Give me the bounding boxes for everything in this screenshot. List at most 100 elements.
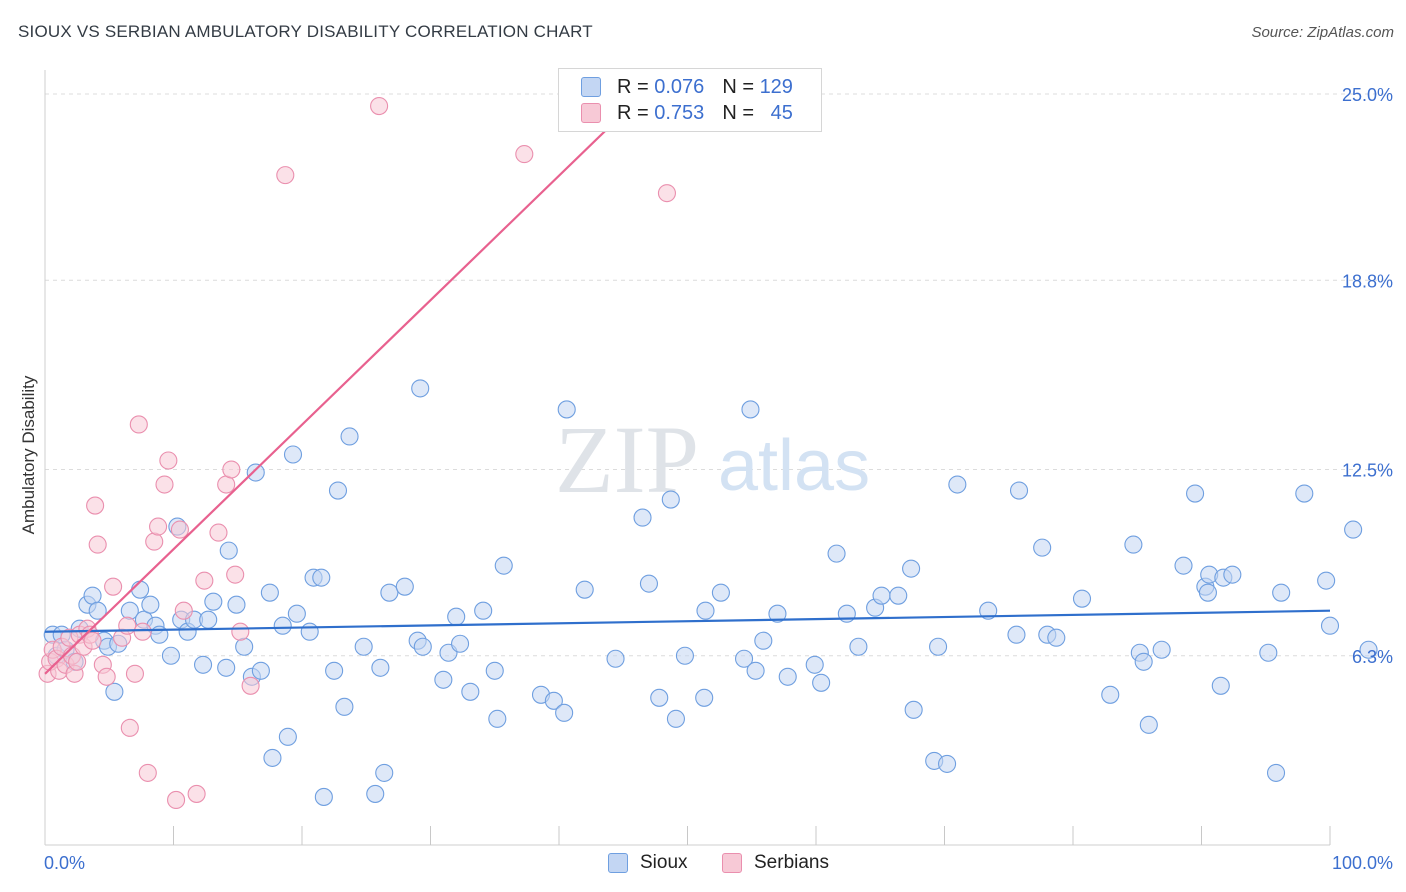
sioux-point [447,607,466,626]
r-value: 0.753 [654,101,705,124]
sioux-point [661,490,680,509]
sioux-point [1152,640,1171,659]
serbians-point [68,652,87,671]
sioux-point [251,661,270,680]
sioux-point [696,601,715,620]
r-label: R = [617,101,649,124]
y-tick-label: 12.5% [1342,461,1393,481]
sioux-point [606,649,625,668]
sioux-point [83,586,102,605]
sioux-point [246,463,265,482]
sioux-point [1266,763,1286,782]
sioux-point [287,604,306,623]
serbians-swatch [581,103,601,123]
sioux-point [1139,715,1158,734]
sioux-point [633,508,652,527]
legend-item-sioux: Sioux [608,852,688,874]
sioux-point [544,691,563,710]
legend-row-serbians: R = 0.753 N = 45 [581,101,793,125]
sioux-point [380,583,399,602]
serbians-point [118,616,137,635]
sioux-point [263,748,282,767]
sioux-point [340,427,359,446]
sioux-swatch [581,77,601,97]
sioux-point [227,595,246,614]
sioux-point [1295,484,1314,503]
sioux-point [451,634,470,653]
sioux-point [555,703,574,722]
sioux-point [1198,583,1217,602]
serbians-point [276,166,295,185]
serbians-point [129,415,148,434]
legend-row-sioux: R = 0.076 N = 129 [581,75,793,99]
serbians-trend-line [44,90,648,675]
sioux-point [1033,538,1052,557]
sioux-point [557,400,576,419]
sioux-point [872,586,891,605]
sioux-point [283,445,303,464]
sioux-point [805,655,824,674]
sioux-point [366,784,385,803]
sioux-trend-line [44,609,1331,633]
sioux-point [639,574,659,593]
sioux-point [219,541,238,560]
sioux-point [199,610,218,629]
serbians-point [167,790,186,809]
correlation-legend: R = 0.076 N = 129 R = 0.753 N = 45 [558,68,822,132]
sioux-point [260,583,279,602]
sioux-point [488,709,507,728]
x-tick-label: 0.0% [44,853,85,873]
sioux-point [413,637,432,656]
serbians-point [125,664,144,683]
watermark-atlas: atlas [718,426,870,506]
serbians-point [515,145,534,164]
sioux-point [938,754,957,773]
sioux-point [1359,640,1378,659]
serbians-point [241,676,260,695]
serbians-point [217,475,236,494]
sioux-point [494,556,513,575]
serbians-point [170,520,189,539]
sioux-point [1344,520,1363,539]
sioux-point [1009,481,1029,500]
serbians-point [97,667,116,686]
sioux-point [902,559,921,578]
sioux-point [929,637,948,656]
watermark: ZIP atlas [555,406,870,513]
serbians-point [370,96,389,116]
sioux-point [312,568,331,587]
y-axis-label: Ambulatory Disability [19,375,38,534]
sioux-point [1007,625,1026,644]
serbians-point [226,565,245,584]
serbians-point [231,622,250,641]
serbians-point [195,571,214,590]
sioux-point [650,688,669,707]
sioux-point [778,667,797,686]
serbians-point [155,475,174,494]
sioux-point [395,577,414,596]
sioux-point [300,622,319,641]
sioux-point [575,580,594,599]
sioux-point [375,763,394,782]
y-tick-label: 18.8% [1342,271,1393,291]
sioux-swatch [608,853,628,873]
sioux-point [131,580,150,599]
n-value: 129 [759,75,793,98]
sioux-point [812,673,831,692]
serbians-point [209,523,228,542]
sioux-point [88,601,107,620]
sioux-point [204,592,223,611]
chart-title: SIOUX VS SERBIAN AMBULATORY DISABILITY C… [18,22,593,41]
serbians-point [104,577,123,596]
axes [44,70,1331,846]
n-label: N = [722,75,754,98]
sioux-point [273,616,292,635]
sioux-point [105,682,124,701]
sioux-point [194,655,213,674]
sioux-point [314,787,333,806]
sioux-point [734,649,754,668]
y-tick-label: 6.3% [1352,647,1393,667]
sioux-point [354,637,373,656]
sioux-point [141,595,160,614]
